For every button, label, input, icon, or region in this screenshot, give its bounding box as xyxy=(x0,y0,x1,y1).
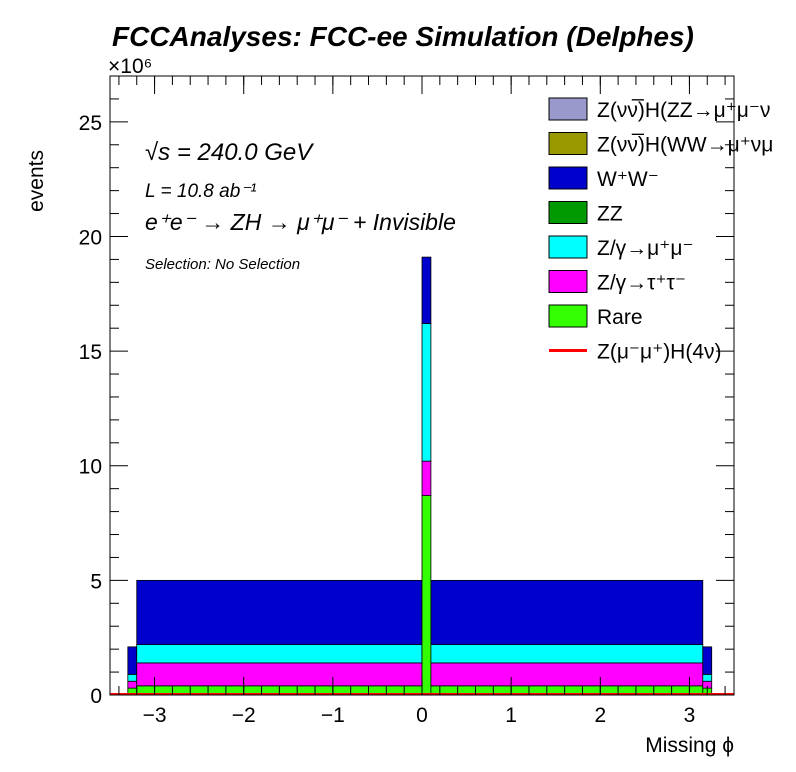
x-tick-label: −1 xyxy=(321,704,345,727)
legend-label-4: Z/γ→μ⁺μ⁻ xyxy=(597,237,694,260)
legend-swatch-0 xyxy=(548,97,588,121)
y-tick-label: 0 xyxy=(90,685,102,708)
bar-segment-4-bin-2 xyxy=(421,256,432,324)
stacked-bars xyxy=(127,256,713,696)
y-tick-label: 25 xyxy=(79,112,102,135)
x-tick-label: −3 xyxy=(143,704,167,727)
x-tick-label: 0 xyxy=(416,704,428,727)
legend-label-6: Rare xyxy=(597,306,643,329)
x-tick-label: 3 xyxy=(684,704,696,727)
bar-segment-4-bin-0 xyxy=(127,646,138,675)
legend-label-2: W⁺W⁻ xyxy=(597,168,659,191)
chart-title: FCCAnalyses: FCC-ee Simulation (Delphes) xyxy=(112,21,694,52)
bar-segment-2-bin-2 xyxy=(421,323,432,462)
x-axis-label: Missing ϕ xyxy=(645,734,734,757)
bar-segment-1-bin-2 xyxy=(421,460,432,496)
legend: Z(νν̅)H(ZZ→μ⁺μ⁻ν Z(νν̅)H(WW→μ⁺νμ W⁺W⁻ ZZ Z/γ… xyxy=(548,97,773,364)
legend-label-1: Z(νν̅)H(WW→μ⁺νμ xyxy=(597,134,773,157)
y-tick-label: 20 xyxy=(79,226,102,249)
bar-segment-1-bin-0 xyxy=(127,680,138,689)
y-multiplier: ×10⁶ xyxy=(108,55,152,78)
bar-segment-4-bin-1 xyxy=(136,579,423,645)
legend-swatch-3 xyxy=(548,201,588,224)
bar-segment-2-bin-4 xyxy=(702,673,713,682)
legend-swatch-1 xyxy=(548,132,588,155)
y-tick-label: 10 xyxy=(79,456,102,479)
annotation-process: e⁺e⁻ → ZH → μ⁺μ⁻ + Invisible xyxy=(145,209,456,235)
legend-swatch-2 xyxy=(548,166,588,190)
bar-segment-1-bin-3 xyxy=(430,662,704,687)
axis-ticks: −3 −2 −1 0 1 2 3 0 5 10 15 20 25 xyxy=(79,75,734,727)
legend-swatch-4 xyxy=(548,235,588,259)
legend-label-0: Z(νν̅)H(ZZ→μ⁺μ⁻ν xyxy=(597,99,771,122)
annotation-luminosity: L = 10.8 ab⁻¹ xyxy=(145,181,257,202)
bar-segment-2-bin-3 xyxy=(430,644,704,664)
legend-label-3: ZZ xyxy=(597,203,623,226)
y-axis-label: events xyxy=(25,150,48,212)
legend-swatch-5 xyxy=(548,270,588,293)
legend-label-7: Z(μ⁻μ⁺)H(4ν) xyxy=(597,341,722,364)
legend-label-5: Z/γ→τ⁺τ⁻ xyxy=(597,272,686,295)
bar-segment-4-bin-3 xyxy=(430,579,704,645)
annotation-selection: Selection: No Selection xyxy=(145,256,300,273)
annotation-sqrt-s: √s = 240.0 GeV xyxy=(145,139,314,166)
y-tick-label: 15 xyxy=(79,341,102,364)
bar-segment-2-bin-0 xyxy=(127,673,138,682)
y-tick-label: 5 xyxy=(90,570,102,593)
x-tick-label: 1 xyxy=(505,704,517,727)
bar-segment-0-bin-2 xyxy=(421,495,432,696)
bar-segment-1-bin-1 xyxy=(136,662,423,687)
x-tick-label: 2 xyxy=(594,704,606,727)
legend-swatch-6 xyxy=(548,304,588,328)
bar-segment-4-bin-4 xyxy=(702,646,713,675)
bar-segment-2-bin-1 xyxy=(136,644,423,664)
x-tick-label: −2 xyxy=(232,704,256,727)
